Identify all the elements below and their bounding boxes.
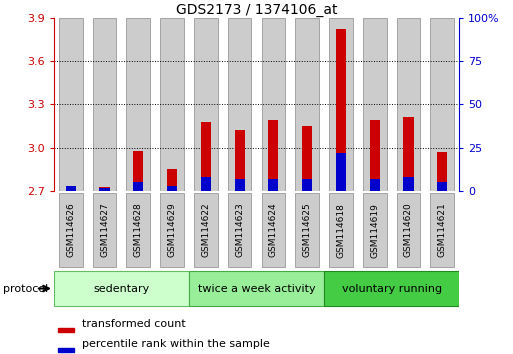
Bar (437, 182, 447, 191)
Text: protocol: protocol (3, 284, 48, 293)
Bar (133, 151, 143, 191)
Bar (160, 18, 184, 191)
Text: GSM114629: GSM114629 (168, 203, 176, 257)
Bar (127, 18, 150, 191)
FancyBboxPatch shape (189, 271, 324, 306)
Bar (201, 122, 211, 191)
Bar (370, 179, 380, 191)
Bar (234, 130, 245, 191)
Bar (268, 179, 279, 191)
Bar (268, 120, 279, 191)
FancyBboxPatch shape (295, 193, 319, 268)
Bar (100, 187, 110, 191)
Bar (336, 29, 346, 191)
FancyBboxPatch shape (262, 193, 285, 268)
Title: GDS2173 / 1374106_at: GDS2173 / 1374106_at (176, 3, 337, 17)
Bar (66, 186, 76, 191)
Text: transformed count: transformed count (82, 319, 186, 329)
Bar (329, 18, 353, 191)
Bar (59, 18, 83, 191)
Bar (397, 18, 420, 191)
Bar (403, 118, 413, 191)
FancyBboxPatch shape (93, 193, 116, 268)
Bar (302, 126, 312, 191)
Text: twice a week activity: twice a week activity (198, 284, 315, 293)
Text: GSM114619: GSM114619 (370, 202, 379, 258)
FancyBboxPatch shape (54, 271, 189, 306)
Bar (58, 328, 74, 332)
Bar (58, 348, 74, 352)
Bar (66, 188, 76, 191)
Text: GSM114627: GSM114627 (100, 203, 109, 257)
FancyBboxPatch shape (59, 193, 83, 268)
Bar (437, 152, 447, 191)
FancyBboxPatch shape (397, 193, 420, 268)
FancyBboxPatch shape (228, 193, 251, 268)
Bar (403, 177, 413, 191)
Text: sedentary: sedentary (93, 284, 149, 293)
Bar (295, 18, 319, 191)
Text: GSM114622: GSM114622 (201, 203, 210, 257)
Text: GSM114623: GSM114623 (235, 203, 244, 257)
Text: GSM114628: GSM114628 (134, 203, 143, 257)
Bar (430, 18, 454, 191)
Bar (100, 188, 110, 191)
FancyBboxPatch shape (363, 193, 386, 268)
FancyBboxPatch shape (127, 193, 150, 268)
Bar (133, 182, 143, 191)
Bar (167, 186, 177, 191)
FancyBboxPatch shape (324, 271, 459, 306)
Text: GSM114624: GSM114624 (269, 203, 278, 257)
Bar (228, 18, 251, 191)
FancyBboxPatch shape (160, 193, 184, 268)
Bar (302, 179, 312, 191)
Bar (370, 120, 380, 191)
Text: GSM114618: GSM114618 (337, 202, 345, 258)
FancyBboxPatch shape (329, 193, 353, 268)
FancyBboxPatch shape (430, 193, 454, 268)
Bar (201, 177, 211, 191)
Text: GSM114621: GSM114621 (438, 203, 447, 257)
Bar (234, 179, 245, 191)
FancyBboxPatch shape (194, 193, 218, 268)
Text: GSM114620: GSM114620 (404, 203, 413, 257)
Bar (363, 18, 386, 191)
Text: GSM114625: GSM114625 (303, 203, 312, 257)
Text: GSM114626: GSM114626 (66, 203, 75, 257)
Text: percentile rank within the sample: percentile rank within the sample (82, 339, 270, 349)
Bar (262, 18, 285, 191)
Text: voluntary running: voluntary running (342, 284, 442, 293)
Bar (336, 153, 346, 191)
Bar (167, 170, 177, 191)
Bar (194, 18, 218, 191)
Bar (93, 18, 116, 191)
